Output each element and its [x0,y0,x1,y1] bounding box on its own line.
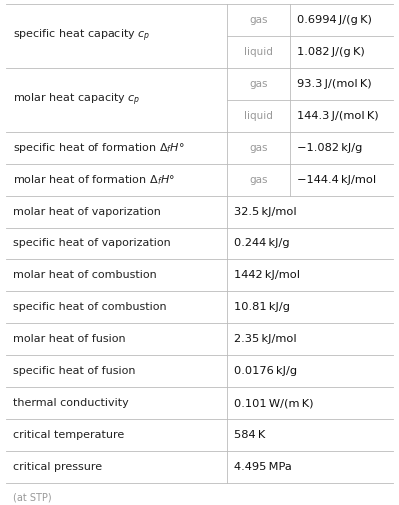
Text: molar heat of combustion: molar heat of combustion [13,271,157,280]
Text: liquid: liquid [244,47,273,57]
Text: 2.35 kJ/mol: 2.35 kJ/mol [233,334,296,344]
Text: liquid: liquid [244,111,273,121]
Text: thermal conductivity: thermal conductivity [13,398,129,408]
Text: −144.4 kJ/mol: −144.4 kJ/mol [297,175,377,185]
Text: critical temperature: critical temperature [13,430,124,440]
Text: molar heat of formation $\Delta_f H°$: molar heat of formation $\Delta_f H°$ [13,173,175,186]
Text: specific heat capacity $c_p$: specific heat capacity $c_p$ [13,28,150,44]
Text: 0.101 W/(m K): 0.101 W/(m K) [233,398,313,408]
Text: molar heat of vaporization: molar heat of vaporization [13,207,161,217]
Text: 1.082 J/(g K): 1.082 J/(g K) [297,47,365,57]
Text: 93.3 J/(mol K): 93.3 J/(mol K) [297,79,372,89]
Text: specific heat of vaporization: specific heat of vaporization [13,238,171,248]
Text: 4.495 MPa: 4.495 MPa [233,462,291,472]
Text: 144.3 J/(mol K): 144.3 J/(mol K) [297,111,379,121]
Text: 0.0176 kJ/g: 0.0176 kJ/g [233,366,297,376]
Text: specific heat of formation $\Delta_f H°$: specific heat of formation $\Delta_f H°$ [13,141,185,155]
Text: specific heat of fusion: specific heat of fusion [13,366,136,376]
Text: molar heat capacity $c_p$: molar heat capacity $c_p$ [13,91,140,108]
Text: specific heat of combustion: specific heat of combustion [13,302,167,313]
Text: −1.082 kJ/g: −1.082 kJ/g [297,143,363,153]
Text: critical pressure: critical pressure [13,462,102,472]
Text: gas: gas [249,175,268,185]
Text: molar heat of fusion: molar heat of fusion [13,334,126,344]
Text: 584 K: 584 K [233,430,265,440]
Text: gas: gas [249,79,268,89]
Text: 0.6994 J/(g K): 0.6994 J/(g K) [297,15,372,25]
Text: 32.5 kJ/mol: 32.5 kJ/mol [233,207,296,217]
Text: gas: gas [249,143,268,153]
Text: (at STP): (at STP) [13,493,51,503]
Text: gas: gas [249,15,268,25]
Text: 1442 kJ/mol: 1442 kJ/mol [233,271,300,280]
Text: 10.81 kJ/g: 10.81 kJ/g [233,302,290,313]
Text: 0.244 kJ/g: 0.244 kJ/g [233,238,289,248]
